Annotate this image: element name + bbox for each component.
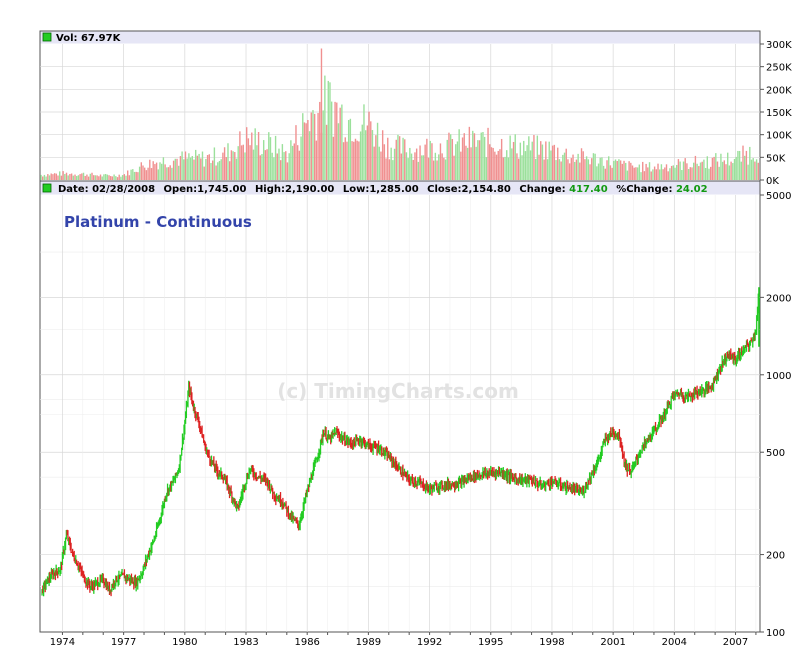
info-bar-text: Date: 02/28/2008 Open:1,745.00 High:2,19… bbox=[58, 184, 708, 195]
time-axis-ticks: 1974 1977 1980 1983 1986 1989 1992 1995 1998 2001… bbox=[50, 632, 757, 648]
volume-bars bbox=[40, 48, 760, 180]
info-change-value: 417.40 bbox=[569, 184, 608, 195]
price-panel-frame bbox=[39, 180, 761, 633]
price-bars bbox=[41, 287, 760, 597]
info-pct-change-value: 24.02 bbox=[676, 184, 708, 195]
price-gridlines bbox=[40, 195, 760, 632]
time-tick-label: 1977 bbox=[111, 637, 136, 648]
info-high: High:2,190.00 bbox=[255, 184, 334, 195]
time-tick-label: 1995 bbox=[478, 637, 503, 648]
info-date: Date: 02/28/2008 bbox=[58, 184, 155, 195]
info-open: Open:1,745.00 bbox=[164, 184, 247, 195]
volume-tick-label: 200K bbox=[766, 85, 792, 96]
info-legend-swatch bbox=[42, 183, 52, 193]
volume-tick-label: 300K bbox=[766, 40, 792, 51]
watermark: (c) TimingCharts.com bbox=[277, 379, 519, 403]
volume-tick-label: 150K bbox=[766, 108, 792, 119]
volume-gridlines bbox=[40, 44, 760, 180]
price-tick-label: 5000 bbox=[766, 191, 791, 202]
time-tick-label: 1983 bbox=[233, 637, 258, 648]
chart-title: Platinum - Continuous bbox=[64, 213, 252, 231]
time-tick-label: 1980 bbox=[172, 637, 197, 648]
info-low: Low:1,285.00 bbox=[343, 184, 419, 195]
volume-tick-label: 100K bbox=[766, 131, 792, 142]
info-pct-change-label: %Change: bbox=[616, 184, 672, 195]
time-tick-label: 2001 bbox=[600, 637, 625, 648]
time-tick-label: 1974 bbox=[50, 637, 75, 648]
time-tick-label: 1992 bbox=[417, 637, 442, 648]
volume-label: Vol: 67.97K bbox=[56, 33, 122, 44]
volume-tick-label: 250K bbox=[766, 63, 792, 74]
info-change-label: Change: bbox=[519, 184, 565, 195]
price-tick-label: 200 bbox=[766, 551, 785, 562]
price-tick-label: 100 bbox=[766, 628, 785, 639]
price-tick-label: 500 bbox=[766, 448, 785, 459]
volume-axis-ticks: 300K 250K 200K 150K 100K 50K 0K bbox=[760, 40, 792, 187]
price-tick-label: 1000 bbox=[766, 371, 791, 382]
volume-legend-swatch bbox=[42, 32, 52, 42]
volume-panel-header bbox=[40, 31, 760, 44]
time-tick-label: 2004 bbox=[662, 637, 687, 648]
volume-tick-label: 0K bbox=[766, 176, 779, 187]
price-tick-label: 2000 bbox=[766, 293, 791, 304]
info-close: Close:2,154.80 bbox=[427, 184, 511, 195]
time-tick-label: 2007 bbox=[723, 637, 748, 648]
price-axis-ticks: 5000 2000 1000 500 200 100 bbox=[760, 191, 791, 639]
volume-tick-label: 50K bbox=[766, 153, 786, 164]
info-bar bbox=[40, 181, 760, 195]
time-tick-label: 1989 bbox=[356, 637, 381, 648]
time-tick-label: 1998 bbox=[539, 637, 564, 648]
time-tick-label: 1986 bbox=[294, 637, 319, 648]
